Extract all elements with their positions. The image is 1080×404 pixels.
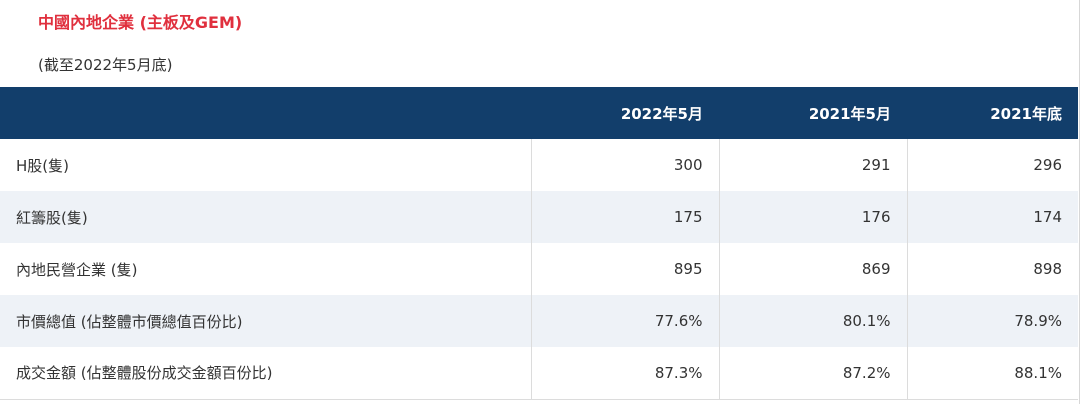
cell-value: 895 <box>530 243 719 295</box>
data-table: 2022年5月 2021年5月 2021年底 H股(隻) 300 291 296… <box>0 87 1078 400</box>
cell-value: 88.1% <box>906 347 1078 400</box>
table-header-row: 2022年5月 2021年5月 2021年底 <box>0 87 1078 139</box>
cell-value: 78.9% <box>906 295 1078 347</box>
cell-value: 77.6% <box>530 295 719 347</box>
column-header-label <box>0 87 531 139</box>
page-subtitle: (截至2022年5月底) <box>38 56 173 74</box>
cell-value: 87.2% <box>718 347 907 400</box>
row-label: 成交金額 (佔整體股份成交金額百份比) <box>0 347 531 400</box>
cell-value: 296 <box>906 139 1078 191</box>
cell-value: 80.1% <box>718 295 907 347</box>
page-title: 中國內地企業 (主板及GEM) <box>38 13 243 32</box>
cell-value: 175 <box>530 191 719 243</box>
cell-value: 87.3% <box>530 347 719 400</box>
table-row: 紅籌股(隻) 175 176 174 <box>0 191 1078 243</box>
row-label: 內地民營企業 (隻) <box>16 260 138 279</box>
row-label: 市價總值 (佔整體市價總值百份比) <box>16 312 243 331</box>
column-header-2021-end: 2021年底 <box>990 104 1062 123</box>
table-row: 成交金額 (佔整體股份成交金額百份比) 87.3% 87.2% 88.1% <box>0 347 1078 400</box>
cell-value: 869 <box>718 243 907 295</box>
column-header-2021-may: 2021年5月 <box>808 104 891 123</box>
table-row: H股(隻) 300 291 296 <box>0 139 1078 191</box>
row-label: H股(隻) <box>16 156 69 175</box>
row-label: 紅籌股(隻) <box>16 208 88 227</box>
table-row: 內地民營企業 (隻) 895 869 898 <box>0 243 1078 295</box>
column-header-2022-may: 2022年5月 <box>620 104 703 123</box>
cell-value: 898 <box>906 243 1078 295</box>
cell-value: 300 <box>530 139 719 191</box>
cell-value: 174 <box>906 191 1078 243</box>
cell-value: 291 <box>718 139 907 191</box>
table-row: 市價總值 (佔整體市價總值百份比) 77.6% 80.1% 78.9% <box>0 295 1078 347</box>
cell-value: 176 <box>718 191 907 243</box>
